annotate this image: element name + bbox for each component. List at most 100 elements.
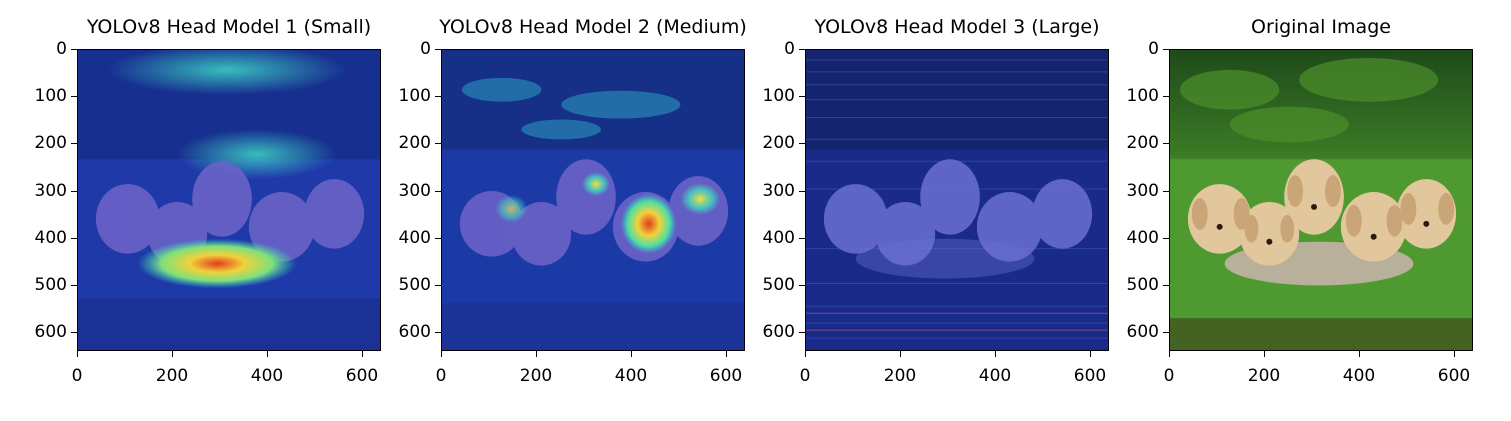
y-tick-label: 0 [784, 39, 795, 59]
y-tick-label: 300 [398, 180, 431, 201]
x-tick-mark [1264, 351, 1265, 357]
x-tick-mark [1454, 351, 1455, 357]
x-tick-label: 200 [155, 366, 189, 386]
y-tick-label: 200 [34, 133, 67, 154]
heatmap-image-large [805, 49, 1109, 351]
y-tick-label: 0 [56, 39, 67, 59]
y-tick-label: 300 [762, 180, 795, 201]
y-tick-label: 200 [762, 133, 795, 154]
heatmap-medium-graphic [442, 50, 744, 350]
y-tick-label: 400 [34, 227, 67, 248]
y-tick-mark [799, 332, 805, 334]
y-tick-mark [799, 49, 805, 50]
y-tick-mark [71, 143, 77, 145]
y-tick-label: 500 [34, 274, 67, 295]
panel-title: Original Image [1251, 16, 1391, 38]
y-tick-mark [435, 190, 441, 192]
y-tick-mark [799, 190, 805, 192]
x-tick-mark [1169, 351, 1170, 357]
y-tick-mark [71, 49, 77, 50]
x-tick-mark [77, 351, 78, 357]
x-tick-label: 200 [883, 366, 917, 386]
x-tick-label: 0 [1163, 366, 1175, 386]
panel-title: YOLOv8 Head Model 2 (Medium) [439, 16, 747, 38]
y-tick-mark [1163, 237, 1169, 239]
y-tick-label: 500 [762, 274, 795, 295]
x-tick-label: 600 [709, 366, 743, 386]
y-tick-mark [799, 284, 805, 286]
x-tick-label: 600 [1073, 366, 1107, 386]
y-tick-label: 0 [420, 39, 431, 59]
x-tick-mark [267, 351, 268, 357]
y-tick-label: 500 [398, 274, 431, 295]
x-tick-mark [631, 351, 632, 357]
y-tick-label: 600 [1126, 322, 1159, 343]
x-tick-label: 200 [519, 366, 553, 386]
x-tick-mark [441, 351, 442, 357]
x-tick-label: 600 [345, 366, 379, 386]
heatmap-image-medium [441, 49, 745, 351]
y-tick-label: 100 [398, 86, 431, 107]
y-tick-mark [71, 190, 77, 192]
y-tick-label: 100 [762, 86, 795, 107]
x-tick-mark [900, 351, 901, 357]
y-tick-label: 200 [1126, 133, 1159, 154]
x-tick-label: 0 [71, 366, 83, 386]
y-tick-mark [1163, 96, 1169, 98]
y-tick-label: 200 [398, 133, 431, 154]
x-tick-label: 400 [978, 366, 1012, 386]
y-tick-label: 100 [1126, 86, 1159, 107]
y-tick-mark [1163, 284, 1169, 286]
x-tick-label: 200 [1247, 366, 1281, 386]
y-tick-label: 0 [1148, 39, 1159, 59]
x-tick-label: 400 [250, 366, 284, 386]
x-tick-label: 600 [1437, 366, 1471, 386]
x-tick-label: 400 [1342, 366, 1376, 386]
x-tick-label: 0 [435, 366, 447, 386]
x-tick-mark [805, 351, 806, 357]
y-tick-mark [799, 237, 805, 239]
original-image [1169, 49, 1473, 351]
y-tick-mark [799, 143, 805, 145]
y-tick-mark [435, 143, 441, 145]
y-tick-mark [435, 332, 441, 334]
y-tick-mark [1163, 190, 1169, 192]
panel-title: YOLOv8 Head Model 3 (Large) [814, 16, 1100, 38]
y-tick-label: 400 [762, 227, 795, 248]
y-tick-mark [71, 237, 77, 239]
x-tick-mark [726, 351, 727, 357]
y-tick-label: 400 [1126, 227, 1159, 248]
y-tick-mark [435, 49, 441, 50]
y-tick-mark [435, 284, 441, 286]
y-tick-mark [1163, 143, 1169, 145]
x-tick-mark [995, 351, 996, 357]
x-tick-label: 0 [799, 366, 811, 386]
y-tick-label: 600 [398, 322, 431, 343]
x-tick-mark [536, 351, 537, 357]
y-tick-mark [71, 96, 77, 98]
y-tick-label: 500 [1126, 274, 1159, 295]
panel-title: YOLOv8 Head Model 1 (Small) [86, 16, 372, 38]
x-tick-mark [1359, 351, 1360, 357]
y-tick-label: 400 [398, 227, 431, 248]
heatmap-image-small [77, 49, 381, 351]
heatmap-large-graphic [806, 50, 1108, 350]
x-tick-label: 400 [614, 366, 648, 386]
y-tick-label: 300 [1126, 180, 1159, 201]
y-tick-mark [71, 284, 77, 286]
y-tick-mark [799, 96, 805, 98]
y-tick-mark [1163, 332, 1169, 334]
x-tick-mark [1090, 351, 1091, 357]
heatmap-small-graphic [78, 50, 380, 350]
original-photo-graphic [1170, 50, 1472, 350]
x-tick-mark [362, 351, 363, 357]
y-tick-mark [435, 96, 441, 98]
y-tick-label: 300 [34, 180, 67, 201]
y-tick-label: 600 [762, 322, 795, 343]
y-tick-label: 100 [34, 86, 67, 107]
y-tick-label: 600 [34, 322, 67, 343]
y-tick-mark [71, 332, 77, 334]
y-tick-mark [1163, 49, 1169, 50]
x-tick-mark [172, 351, 173, 357]
y-tick-mark [435, 237, 441, 239]
